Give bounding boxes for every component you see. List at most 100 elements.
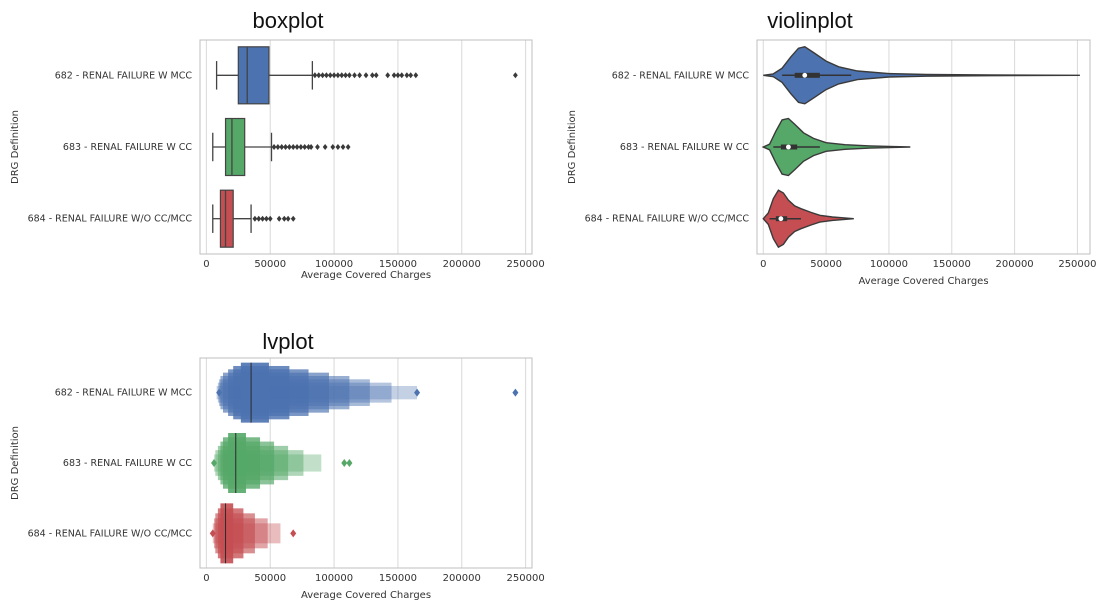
- outlier-point: [330, 144, 336, 150]
- outlier-point: [346, 459, 353, 467]
- x-tick-label: 0: [203, 259, 209, 270]
- outlier-point: [271, 144, 277, 150]
- plot-frame: [199, 357, 533, 569]
- outlier-point: [286, 144, 292, 150]
- outlier-point: [264, 215, 269, 222]
- x-tick-label: 150000: [379, 573, 417, 584]
- lv-box: [228, 433, 246, 493]
- x-tick-label: 50000: [810, 259, 842, 270]
- outlier-point: [343, 72, 348, 79]
- outlier-point: [279, 144, 285, 150]
- x-tick-label: 150000: [379, 259, 417, 270]
- outlier-point: [315, 144, 320, 150]
- category-label: 684 - RENAL FAILURE W/O CC/MCC: [28, 528, 193, 539]
- outlier-point: [283, 144, 288, 150]
- outlier-point: [340, 144, 346, 150]
- outlier-point: [339, 72, 345, 79]
- outlier-point: [260, 215, 265, 222]
- x-tick-label: 0: [203, 573, 209, 584]
- outlier-point: [290, 215, 296, 222]
- outlier-point: [331, 72, 337, 79]
- x-tick-label: 100000: [870, 259, 908, 270]
- category-label: 683 - RENAL FAILURE W CC: [63, 142, 192, 153]
- outlier-point: [357, 72, 363, 79]
- outlier-point: [413, 72, 419, 79]
- outlier-point: [216, 388, 223, 397]
- panel-box: boxplot 0 50000 100000 150000 200000 250000 Ave…: [10, 8, 545, 281]
- outlier-point: [312, 72, 318, 79]
- plot-frame: [199, 39, 533, 255]
- violin-body: [762, 189, 854, 249]
- chart-title: violinplot: [767, 8, 853, 33]
- lv-box: [240, 362, 269, 423]
- outlier-point: [209, 529, 216, 538]
- outlier-point: [316, 72, 322, 79]
- violin-median: [786, 144, 791, 150]
- outlier-point: [347, 72, 352, 79]
- outlier-point: [369, 72, 375, 79]
- outlier-point: [414, 388, 421, 397]
- outlier-point: [320, 72, 325, 79]
- x-tick-label: 100000: [315, 573, 353, 584]
- outlier-point: [324, 72, 329, 79]
- category-label: 682 - RENAL FAILURE W MCC: [612, 70, 750, 81]
- x-axis-label: Average Covered Charges: [858, 276, 988, 287]
- panel-lvplot: lvplot 0 50000 100000 150000 200000 250000 Aver…: [10, 329, 545, 601]
- outlier-point: [404, 72, 410, 79]
- outlier-point: [352, 72, 357, 79]
- panel-violin: violinplot 0 50000 100000 150000 200000 250000…: [567, 8, 1097, 287]
- outlier-point: [267, 215, 273, 222]
- outlier-point: [211, 459, 218, 467]
- outlier-point: [512, 388, 519, 397]
- outlier-point: [335, 72, 341, 79]
- x-tick-label: 50000: [254, 259, 286, 270]
- outlier-point: [385, 72, 391, 79]
- x-tick-label: 0: [760, 259, 766, 270]
- outlier-point: [322, 144, 328, 150]
- y-axis-label: DRG Definition: [567, 110, 578, 184]
- outlier-point: [306, 144, 311, 150]
- violin-body: [763, 46, 1080, 105]
- outlier-point: [345, 144, 351, 150]
- outlier-point: [275, 144, 281, 150]
- outlier-point: [285, 215, 291, 222]
- outlier-point: [290, 144, 296, 150]
- lv-box: [220, 503, 234, 564]
- category-label: 683 - RENAL FAILURE W CC: [620, 142, 749, 153]
- x-tick-label: 200000: [443, 259, 481, 270]
- x-axis-label: Average Covered Charges: [301, 590, 431, 601]
- outlier-point: [408, 72, 414, 79]
- outlier-point: [513, 72, 518, 79]
- category-label: 682 - RENAL FAILURE W MCC: [55, 70, 193, 81]
- outlier-point: [391, 72, 397, 79]
- outlier-point: [373, 72, 379, 79]
- box: [219, 189, 234, 248]
- box: [237, 46, 270, 105]
- violin-iqr: [794, 72, 820, 78]
- chart-title: lvplot: [262, 329, 313, 354]
- outlier-point: [327, 72, 333, 79]
- x-tick-label: 150000: [933, 259, 971, 270]
- category-label: 682 - RENAL FAILURE W MCC: [55, 388, 193, 399]
- x-tick-label: 250000: [507, 259, 545, 270]
- chart-title: boxplot: [253, 8, 324, 33]
- outlier-point: [302, 144, 308, 150]
- x-axis-label: Average Covered Charges: [301, 270, 431, 281]
- plot-frame: [756, 39, 1091, 255]
- outlier-point: [395, 72, 401, 79]
- violin-body: [761, 117, 911, 177]
- outlier-point: [276, 215, 282, 222]
- category-label: 683 - RENAL FAILURE W CC: [63, 458, 192, 469]
- x-tick-label: 250000: [507, 573, 545, 584]
- outlier-point: [252, 215, 258, 222]
- violin-median: [802, 72, 808, 78]
- outlier-point: [399, 72, 405, 79]
- outlier-point: [335, 144, 341, 150]
- box: [224, 117, 246, 177]
- x-tick-label: 50000: [254, 573, 286, 584]
- x-tick-label: 100000: [315, 259, 353, 270]
- outlier-point: [308, 144, 314, 150]
- outlier-point: [290, 529, 297, 538]
- outlier-point: [294, 144, 300, 150]
